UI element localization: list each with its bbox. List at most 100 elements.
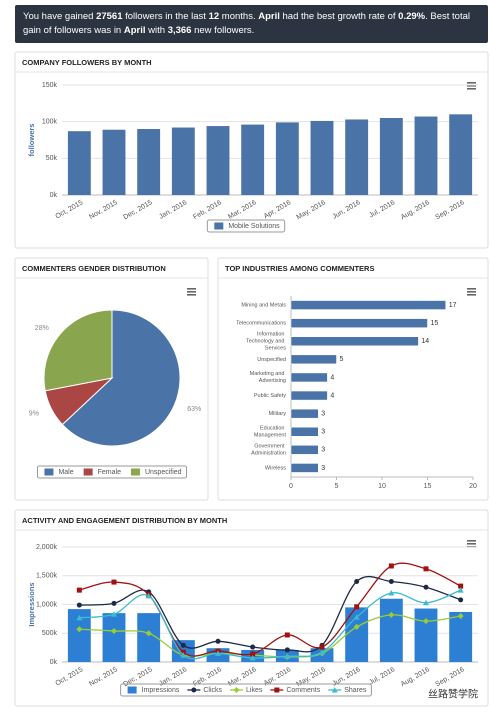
- legend-item[interactable]: Clicks: [187, 687, 223, 694]
- summary-text: 0.29%: [398, 11, 426, 22]
- point: [388, 590, 395, 596]
- bar: [290, 336, 419, 346]
- point: [284, 653, 291, 659]
- point: [111, 600, 117, 606]
- y-tick-label: Military: [269, 411, 287, 417]
- legend-label: Comments: [286, 687, 320, 694]
- point: [76, 587, 82, 593]
- legend-item[interactable]: Likes: [230, 687, 263, 694]
- y-tick-label: 0k: [50, 659, 58, 666]
- y-tick-label: Information Technology and Services: [246, 332, 286, 352]
- legend-item[interactable]: Male: [44, 468, 74, 476]
- menu-button[interactable]: [467, 82, 476, 90]
- x-tick-label: 0: [289, 483, 293, 490]
- summary-banner: You have gained 27561 followers in the l…: [15, 5, 488, 43]
- summary-text: months.: [219, 11, 259, 22]
- bar: [290, 300, 446, 310]
- point: [215, 650, 221, 656]
- pie-slice: [43, 309, 113, 392]
- legend-marker: [233, 687, 240, 693]
- y-tick-label: Marketing and Advertising: [250, 371, 286, 384]
- menu-icon-bar: [467, 543, 476, 545]
- legend-item[interactable]: Shares: [328, 687, 367, 694]
- point: [111, 627, 117, 634]
- summary-text: You have gained: [23, 11, 97, 22]
- bar: [290, 390, 328, 401]
- menu-icon-bar: [467, 288, 476, 290]
- bar: [102, 613, 126, 662]
- bar: [275, 122, 299, 195]
- y-tick-label: 1,500k: [36, 573, 58, 580]
- data-label: 28%: [35, 325, 49, 332]
- data-label: 17: [449, 302, 457, 309]
- legend: Impressions Clicks Likes Comments Shares: [127, 686, 367, 694]
- point: [111, 611, 117, 617]
- point: [249, 654, 256, 661]
- menu-button[interactable]: [467, 288, 476, 296]
- legend-item[interactable]: Female: [83, 468, 121, 476]
- summary-text: 27561: [96, 11, 123, 22]
- legend-label: Clicks: [203, 687, 222, 694]
- legend-box: [120, 683, 372, 697]
- point: [250, 651, 256, 657]
- bar: [290, 354, 337, 365]
- point: [458, 597, 464, 603]
- y-tick-label: 0k: [50, 192, 58, 199]
- data-label: 9%: [29, 410, 39, 417]
- bar: [290, 408, 319, 419]
- x-tick-label: 5: [335, 483, 339, 490]
- menu-icon-bar: [467, 82, 476, 84]
- y-tick-label: Wireless: [265, 465, 286, 471]
- bar: [137, 613, 161, 662]
- data-label: 4: [330, 374, 334, 381]
- y-tick-label: 150k: [42, 82, 58, 89]
- menu-button[interactable]: [467, 540, 476, 548]
- bar: [414, 116, 438, 195]
- y-tick-label: Telecommunications: [236, 321, 286, 327]
- point: [180, 642, 186, 648]
- watermark: 丝路赞学院: [428, 688, 478, 701]
- legend-item[interactable]: Unspecified: [130, 468, 182, 476]
- point: [319, 649, 325, 655]
- point: [388, 579, 394, 584]
- point: [180, 652, 187, 658]
- summary-text: 12: [208, 11, 220, 22]
- legend-label: Unspecified: [145, 469, 182, 476]
- legend-item[interactable]: Impressions: [127, 686, 180, 694]
- summary-text: 3,366: [167, 25, 192, 36]
- legend-item[interactable]: Comments: [270, 687, 321, 694]
- point: [354, 604, 360, 610]
- summary-text: April: [123, 25, 146, 36]
- legend-label: Likes: [246, 687, 263, 694]
- menu-button[interactable]: [187, 288, 196, 296]
- menu-icon-bar: [467, 294, 476, 296]
- point: [353, 614, 360, 620]
- point: [76, 614, 83, 621]
- point: [423, 618, 429, 625]
- menu-icon-bar: [187, 288, 196, 290]
- point: [250, 644, 256, 650]
- summary-text: with: [145, 25, 168, 36]
- bar: [290, 445, 319, 455]
- legend-marker: [331, 687, 338, 693]
- legend-item[interactable]: Mobile Solutions: [214, 222, 280, 230]
- menu-icon-bar: [187, 294, 196, 296]
- menu-icon-bar: [467, 291, 476, 293]
- legend: Mobile Solutions: [214, 222, 280, 230]
- menu-icon-bar: [187, 291, 196, 293]
- bar: [345, 119, 369, 195]
- point: [457, 613, 464, 619]
- y-tick-label: 500k: [42, 630, 58, 637]
- y-tick-label: Education Management: [254, 426, 287, 439]
- data-label: 3: [321, 447, 325, 454]
- bar: [379, 598, 403, 662]
- legend-swatch: [127, 686, 137, 694]
- data-label: 3: [321, 429, 325, 436]
- legend-box: [206, 219, 286, 233]
- point: [145, 630, 152, 637]
- menu-icon-bar: [467, 85, 476, 87]
- y-tick-label: 2,000k: [36, 544, 58, 551]
- summary-text: April: [258, 11, 280, 22]
- point: [354, 579, 360, 584]
